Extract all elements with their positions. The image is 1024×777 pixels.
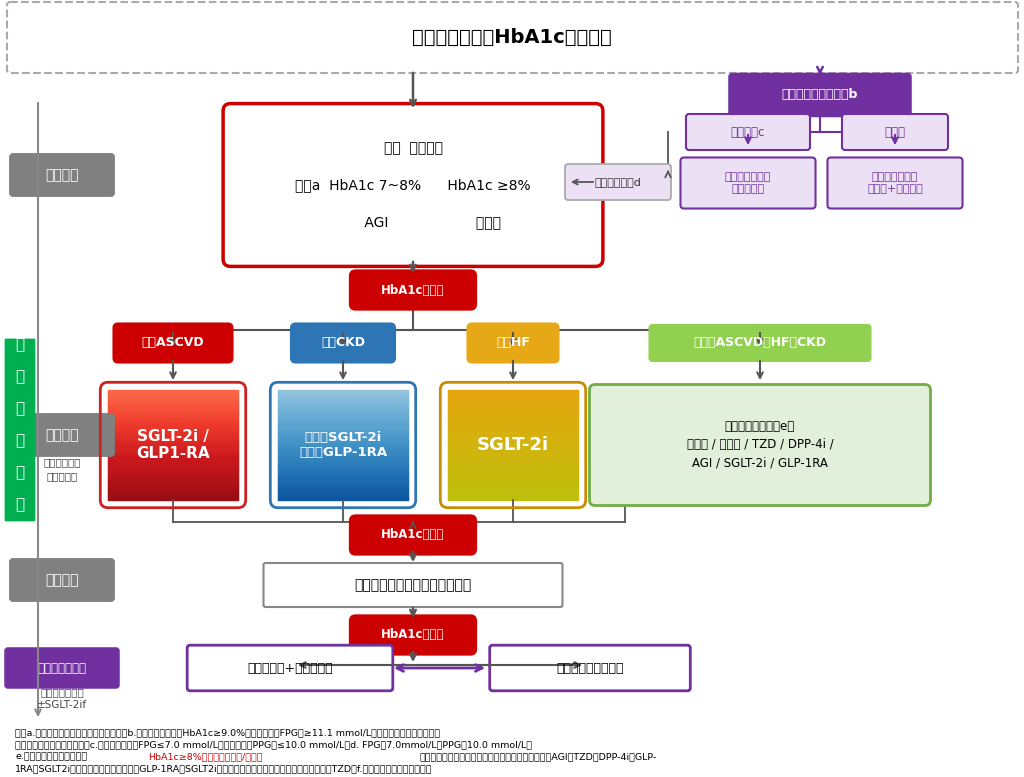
FancyBboxPatch shape — [730, 74, 910, 116]
Text: 依患者情况，予
胰岛素+其他药物: 依患者情况，予 胰岛素+其他药物 — [867, 172, 923, 193]
Text: 合并ASCVD: 合并ASCVD — [141, 336, 205, 350]
Text: 受，宜同时联用二甲双胍；若同时合并ASCVD、HF或CKD，可在二甲双胍的基础上加用SGLT2i。: 受，宜同时联用二甲双胍；若同时合并ASCVD、HF或CKD，可在二甲双胍的基础上… — [15, 776, 302, 777]
Text: SGLT-2i /
GLP1-RA: SGLT-2i / GLP1-RA — [136, 429, 210, 462]
Text: 血糖控制不佳（HbA1c不达标）: 血糖控制不佳（HbA1c不达标） — [412, 27, 612, 47]
FancyBboxPatch shape — [5, 648, 119, 688]
FancyBboxPatch shape — [686, 114, 810, 150]
Text: 基础上联用: 基础上联用 — [46, 471, 78, 481]
FancyBboxPatch shape — [649, 325, 870, 361]
Text: HbA1c不达标: HbA1c不达标 — [381, 528, 444, 542]
FancyBboxPatch shape — [590, 385, 931, 506]
Text: 二联治疗: 二联治疗 — [45, 428, 79, 442]
Text: 加用一种不同类别的其他降糖药: 加用一种不同类别的其他降糖药 — [354, 578, 472, 592]
Text: 预: 预 — [15, 497, 25, 513]
Text: 生活方式干预，
并定期随访: 生活方式干预， 并定期随访 — [725, 172, 771, 193]
Text: 血糖再次升高d: 血糖再次升高d — [595, 177, 641, 187]
Text: ±SGLT-2if: ±SGLT-2if — [37, 700, 87, 710]
Text: 生: 生 — [15, 337, 25, 353]
Text: 1RA或SGLT2i；需要减重的患者，可联合GLP-1RA或SGLT2i；需要特别考虑药物花费时，可联合磺脲类或TZD。f.若二甲双胍无禁忌证或不耐: 1RA或SGLT2i；需要减重的患者，可联合GLP-1RA或SGLT2i；需要特… — [15, 764, 432, 773]
Text: e.根据患者个体情况选择：: e.根据患者个体情况选择： — [15, 752, 87, 761]
FancyBboxPatch shape — [10, 559, 114, 601]
Text: 合并CKD: 合并CKD — [321, 336, 365, 350]
Text: 宜联用二甲双胍: 宜联用二甲双胍 — [40, 687, 84, 697]
Text: 态；难以分型的糖尿病患者。c.临床缓解标准：FPG≤7.0 mmol/L且餐后血糖（PPG）≤10.0 mmol/L。d. FPG＞7.0mmol/L或PPG＞: 态；难以分型的糖尿病患者。c.临床缓解标准：FPG≤7.0 mmol/L且餐后血… — [15, 740, 532, 749]
Text: 根据个体情况选择e：
促泌剂 / 胰岛素 / TZD / DPP-4i /
AGI / SGLT-2i / GLP-1RA: 根据个体情况选择e： 促泌剂 / 胰岛素 / TZD / DPP-4i / AG… — [687, 420, 834, 469]
Text: 临床缓解c: 临床缓解c — [731, 126, 765, 138]
Text: 干: 干 — [15, 465, 25, 480]
Text: HbA1c不达标: HbA1c不达标 — [381, 629, 444, 642]
FancyBboxPatch shape — [565, 164, 671, 200]
Text: 注：a.二甲双胍有禁忌证或不耐受的患者。b.有高血糖症状，且HbA1c≥9.0%或空腹血糖（FPG）≥11.1 mmol/L；发生酮症或高血糖高渗状: 注：a.二甲双胍有禁忌证或不耐受的患者。b.有高血糖症状，且HbA1c≥9.0%… — [15, 728, 440, 737]
Text: HbA1c≥8%者可联合促泌剂/胰岛素: HbA1c≥8%者可联合促泌剂/胰岛素 — [148, 752, 262, 761]
Text: SGLT-2i: SGLT-2i — [477, 436, 549, 454]
FancyBboxPatch shape — [10, 154, 114, 196]
Text: 活: 活 — [15, 370, 25, 385]
Text: 基础胰岛素+餐时胰岛素: 基础胰岛素+餐时胰岛素 — [247, 661, 333, 674]
FancyBboxPatch shape — [489, 645, 690, 691]
Text: 优选：SGLT-2i
次选：GLP-1RA: 优选：SGLT-2i 次选：GLP-1RA — [299, 431, 387, 459]
FancyBboxPatch shape — [10, 414, 114, 456]
FancyBboxPatch shape — [291, 323, 395, 363]
Text: 胰岛素多次注射: 胰岛素多次注射 — [38, 661, 86, 674]
Text: 方: 方 — [15, 402, 25, 416]
FancyBboxPatch shape — [223, 103, 603, 267]
FancyBboxPatch shape — [842, 114, 948, 150]
FancyBboxPatch shape — [350, 615, 476, 654]
FancyBboxPatch shape — [681, 158, 815, 208]
FancyBboxPatch shape — [263, 563, 562, 607]
Text: 单药治疗: 单药治疗 — [45, 168, 79, 182]
Text: 不合并ASCVD、HF或CKD: 不合并ASCVD、HF或CKD — [693, 336, 826, 350]
FancyBboxPatch shape — [827, 158, 963, 208]
FancyBboxPatch shape — [350, 270, 476, 309]
Text: 三联治疗: 三联治疗 — [45, 573, 79, 587]
Text: 未缓解: 未缓解 — [885, 126, 905, 138]
Text: 在单药治疗的: 在单药治疗的 — [43, 457, 81, 467]
FancyBboxPatch shape — [468, 323, 558, 363]
FancyBboxPatch shape — [114, 323, 232, 363]
Text: 首选  二甲双胍

备选a  HbA1c 7~8%      HbA1c ≥8%

         AGI                    促泌剂: 首选 二甲双胍 备选a HbA1c 7~8% HbA1c ≥8% AGI 促泌剂 — [295, 141, 530, 228]
Text: ；低血糖风险较高或低血糖危害较大的患者，可联合AGI、TZD、DPP-4i、GLP-: ；低血糖风险较高或低血糖危害较大的患者，可联合AGI、TZD、DPP-4i、GL… — [420, 752, 657, 761]
Text: 合并HF: 合并HF — [496, 336, 530, 350]
FancyBboxPatch shape — [4, 339, 36, 521]
FancyBboxPatch shape — [7, 2, 1018, 73]
Text: 式: 式 — [15, 434, 25, 448]
Text: HbA1c不达标: HbA1c不达标 — [381, 284, 444, 297]
FancyBboxPatch shape — [187, 645, 393, 691]
Text: 每日多次预混胰岛素: 每日多次预混胰岛素 — [556, 661, 624, 674]
FancyBboxPatch shape — [350, 515, 476, 555]
Text: 短期胰岛素强化治疗b: 短期胰岛素强化治疗b — [781, 89, 858, 102]
